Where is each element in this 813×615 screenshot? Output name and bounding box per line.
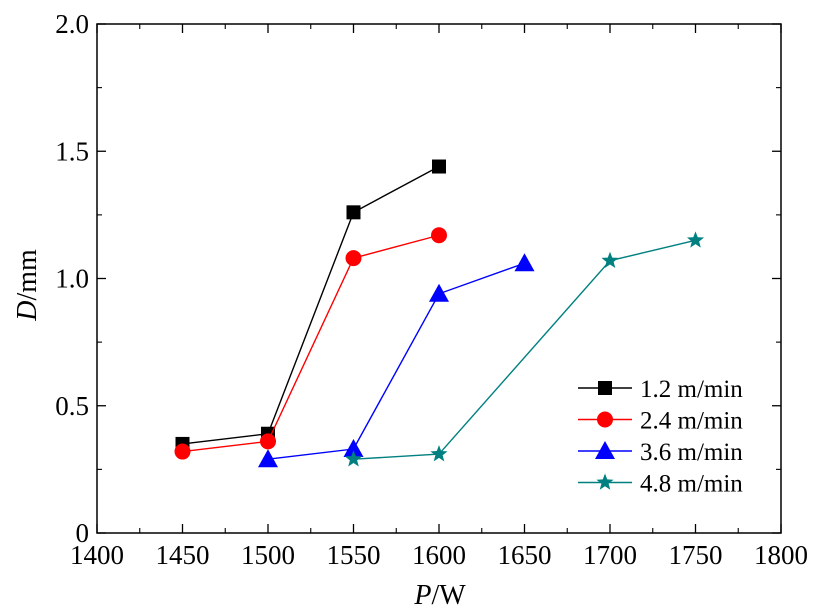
x-tick-label: 1700 (583, 540, 637, 570)
series-line (353, 239, 696, 460)
x-axis-title: P/W (413, 580, 466, 611)
data-point (343, 439, 364, 458)
data-point (430, 445, 448, 462)
x-axis-variable: P (413, 580, 431, 611)
legend-label: 3.6 m/min (640, 439, 743, 466)
y-tick-label: 0.5 (55, 391, 89, 421)
y-tick-label: 0 (76, 518, 90, 548)
legend-marker (595, 441, 615, 459)
y-axis-variable: D (12, 301, 43, 322)
x-tick-label: 1650 (498, 540, 552, 570)
legend-item: 2.4 m/min (578, 408, 743, 435)
legend-marker (598, 381, 612, 395)
legend-marker (596, 473, 614, 490)
y-axis-title: D/mm (12, 249, 43, 322)
x-axis-unit: /W (431, 580, 466, 611)
legend-marker (597, 411, 613, 428)
data-point (601, 251, 619, 268)
series-line (267, 262, 525, 460)
legend: 1.2 m/min 2.4 m/min 3.6 m/min 4.8 m/min (578, 376, 743, 498)
y-axis-unit: /mm (12, 249, 43, 301)
legend-label: 4.8 m/min (640, 471, 743, 498)
series-line (182, 234, 440, 453)
series-2 (174, 227, 447, 460)
y-tick-label: 1.0 (55, 264, 89, 294)
data-point (429, 283, 449, 302)
x-tick-label: 1500 (241, 540, 295, 570)
data-point (432, 159, 446, 174)
data-point (258, 449, 278, 468)
data-point (346, 205, 361, 220)
x-tick-label: 1800 (754, 540, 808, 570)
axis-ticks: 1400 1450 1500 1550 1600 1650 1700 1750 1800 0 0.5… (55, 9, 808, 570)
series-layer (174, 159, 705, 468)
y-tick-label: 1.5 (55, 136, 89, 166)
series-1 (175, 159, 446, 451)
series-line (182, 165, 440, 445)
legend-label: 2.4 m/min (640, 408, 743, 435)
series-3 (258, 253, 535, 468)
x-tick-label: 1550 (327, 540, 381, 570)
x-tick-label: 1400 (70, 540, 124, 570)
legend-label: 1.2 m/min (640, 376, 743, 403)
data-point (345, 250, 362, 267)
data-point (344, 450, 363, 467)
legend-item: 4.8 m/min (578, 471, 743, 498)
data-point (686, 231, 705, 248)
legend-item: 3.6 m/min (578, 439, 743, 466)
data-point (431, 227, 447, 244)
data-point (514, 253, 535, 272)
x-tick-label: 1600 (412, 540, 466, 570)
data-point (260, 433, 276, 450)
y-tick-label: 2.0 (55, 9, 89, 39)
x-tick-label: 1750 (669, 540, 723, 570)
x-tick-label: 1450 (156, 540, 210, 570)
series-4 (344, 231, 705, 467)
legend-item: 1.2 m/min (578, 376, 743, 403)
data-point (174, 443, 191, 460)
